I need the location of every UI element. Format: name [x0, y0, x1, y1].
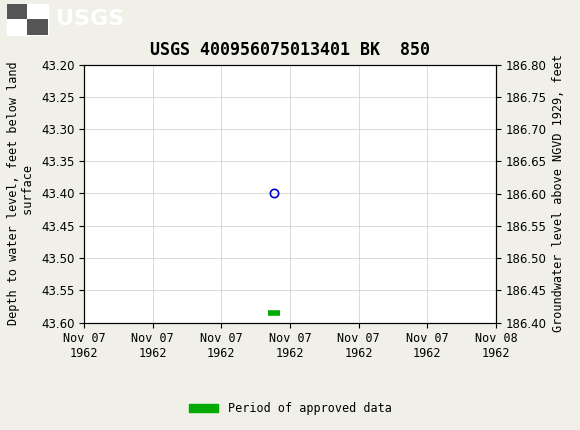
Legend: Period of approved data: Period of approved data: [184, 397, 396, 420]
Y-axis label: Groundwater level above NGVD 1929, feet: Groundwater level above NGVD 1929, feet: [552, 55, 565, 332]
Bar: [27, 4, 48, 19]
FancyBboxPatch shape: [7, 4, 48, 35]
Bar: [7, 4, 27, 19]
Text: USGS 400956075013401 BK  850: USGS 400956075013401 BK 850: [150, 41, 430, 59]
Bar: [7, 19, 27, 35]
Y-axis label: Depth to water level, feet below land
 surface: Depth to water level, feet below land su…: [8, 61, 35, 326]
Text: USGS: USGS: [56, 9, 125, 29]
Bar: [27, 19, 48, 35]
